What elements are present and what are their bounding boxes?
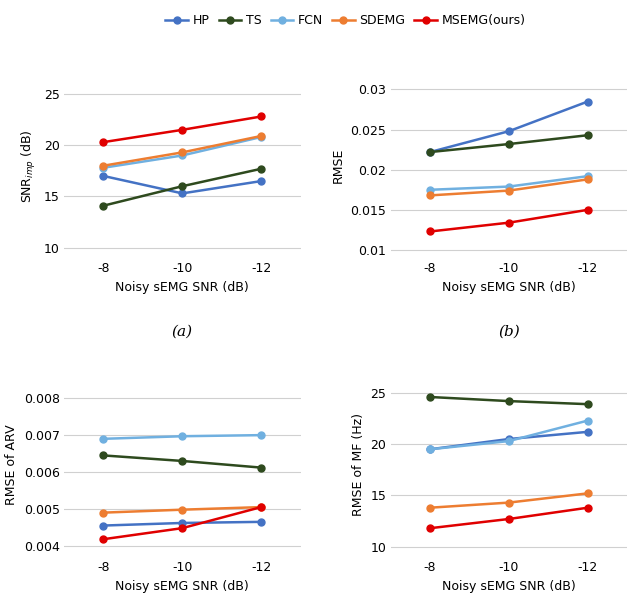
Y-axis label: SNR$_{imp}$ (dB): SNR$_{imp}$ (dB) <box>20 129 38 203</box>
Text: (b): (b) <box>498 324 520 338</box>
Text: (a): (a) <box>172 324 193 338</box>
Y-axis label: RMSE of ARV: RMSE of ARV <box>5 424 19 505</box>
X-axis label: Noisy sEMG SNR (dB): Noisy sEMG SNR (dB) <box>115 580 249 592</box>
X-axis label: Noisy sEMG SNR (dB): Noisy sEMG SNR (dB) <box>442 281 576 294</box>
X-axis label: Noisy sEMG SNR (dB): Noisy sEMG SNR (dB) <box>442 580 576 592</box>
X-axis label: Noisy sEMG SNR (dB): Noisy sEMG SNR (dB) <box>115 281 249 294</box>
Y-axis label: RMSE: RMSE <box>332 148 345 184</box>
Legend: HP, TS, FCN, SDEMG, MSEMG(ours): HP, TS, FCN, SDEMG, MSEMG(ours) <box>161 9 531 32</box>
Y-axis label: RMSE of MF (Hz): RMSE of MF (Hz) <box>352 413 365 516</box>
